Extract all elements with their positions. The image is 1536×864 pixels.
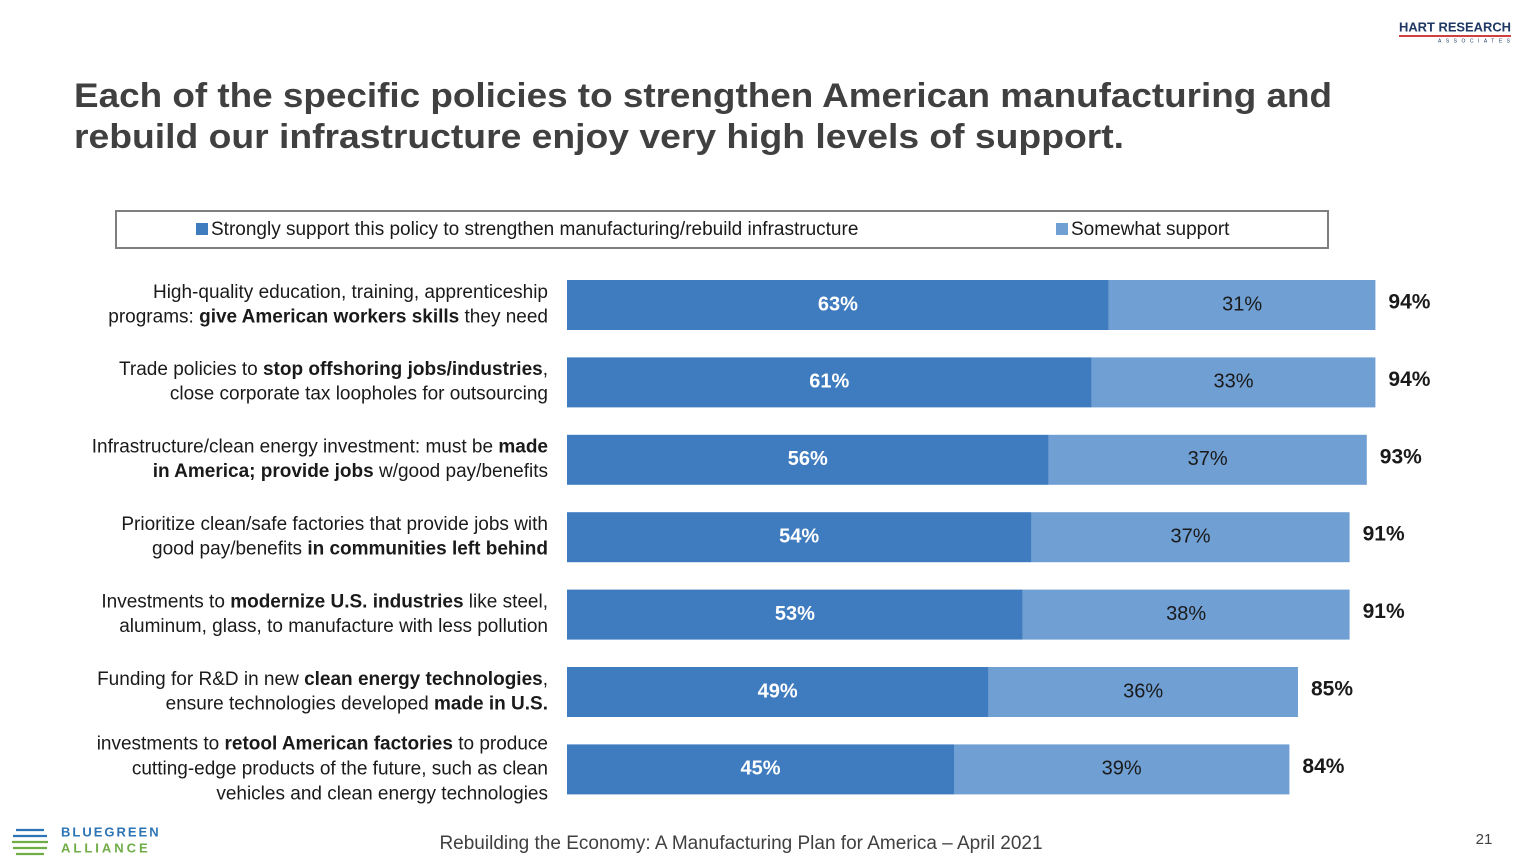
category-text: to produce bbox=[453, 733, 548, 754]
value-label: 54% bbox=[779, 525, 819, 547]
bar-segment bbox=[988, 667, 1298, 717]
category-label: cutting-edge products of the future, suc… bbox=[132, 758, 548, 779]
category-label: High-quality education, training, appren… bbox=[153, 282, 548, 303]
value-label: 61% bbox=[809, 371, 849, 393]
logo-top-sub: ASSOCIATES bbox=[1438, 38, 1511, 44]
category-label: close corporate tax loopholes for outsou… bbox=[170, 384, 548, 405]
category-text: they need bbox=[459, 306, 548, 327]
category-label: good pay/benefits in communities left be… bbox=[152, 538, 548, 559]
category-text: aluminum, glass, to manufacture with les… bbox=[119, 616, 548, 637]
category-text: investments to bbox=[97, 733, 225, 754]
logo-bottom: BLUEGREEN ALLIANCE bbox=[12, 824, 161, 855]
bar-segment bbox=[1108, 280, 1376, 330]
category-text: good pay/benefits bbox=[152, 538, 307, 559]
total-label: 94% bbox=[1388, 291, 1430, 314]
bar-segment bbox=[954, 744, 1290, 795]
legend-swatch bbox=[196, 223, 208, 235]
page-number: 21 bbox=[1476, 831, 1493, 848]
category-text: stop offshoring jobs/industries bbox=[263, 359, 543, 380]
bar-segment bbox=[1031, 512, 1350, 563]
category-text: vehicles and clean energy technologies bbox=[216, 783, 548, 804]
category-text: retool American factories bbox=[224, 733, 452, 754]
category-text: , bbox=[543, 359, 548, 380]
category-text: clean energy technologies bbox=[304, 669, 543, 690]
total-label: 91% bbox=[1363, 523, 1405, 546]
category-label: Investments to modernize U.S. industries… bbox=[101, 591, 548, 612]
bar-segment bbox=[567, 357, 1092, 408]
bar-segment bbox=[1048, 434, 1367, 485]
category-label: in America; provide jobs w/good pay/bene… bbox=[153, 461, 548, 482]
category-text: made in U.S. bbox=[434, 693, 548, 714]
legend-swatch bbox=[1056, 223, 1068, 235]
category-label: Infrastructure/clean energy investment: … bbox=[92, 437, 548, 458]
logo-bottom-name: BLUEGREEN bbox=[61, 824, 161, 839]
value-label: 63% bbox=[818, 293, 858, 315]
value-label: 45% bbox=[740, 758, 780, 780]
category-text: in communities left behind bbox=[307, 538, 548, 559]
category-label: Funding for R&D in new clean energy tech… bbox=[97, 669, 548, 690]
value-label: 37% bbox=[1170, 525, 1210, 547]
value-label: 37% bbox=[1188, 448, 1228, 470]
legend-label: Strongly support this policy to strength… bbox=[211, 219, 858, 240]
category-text: Prioritize clean/safe factories that pro… bbox=[121, 514, 548, 535]
total-label: 84% bbox=[1302, 755, 1344, 778]
category-text: Trade policies to bbox=[119, 359, 263, 380]
footer: Rebuilding the Economy: A Manufacturing … bbox=[439, 833, 1042, 854]
category-text: Investments to bbox=[101, 591, 230, 612]
category-label: programs: give American workers skills t… bbox=[108, 306, 548, 327]
total-label: 93% bbox=[1380, 445, 1422, 468]
value-label: 33% bbox=[1213, 371, 1253, 393]
category-label: investments to retool American factories… bbox=[97, 733, 548, 754]
category-text: like steel, bbox=[464, 591, 548, 612]
bar-segment bbox=[567, 589, 1023, 640]
value-label: 49% bbox=[758, 680, 798, 702]
bar-segment bbox=[1022, 589, 1350, 640]
category-text: in America; provide jobs bbox=[153, 461, 374, 482]
category-text: made bbox=[498, 437, 548, 458]
logo-bottom-sub: ALLIANCE bbox=[61, 840, 151, 855]
category-label: aluminum, glass, to manufacture with les… bbox=[119, 616, 548, 637]
category-label: vehicles and clean energy technologies bbox=[216, 783, 548, 804]
category-text: Funding for R&D in new bbox=[97, 669, 304, 690]
total-label: 94% bbox=[1388, 368, 1430, 391]
category-text: ensure technologies developed bbox=[166, 693, 434, 714]
category-text: w/good pay/benefits bbox=[374, 461, 548, 482]
bar-segment bbox=[567, 744, 954, 795]
bar-segment bbox=[1091, 357, 1376, 408]
category-label: Trade policies to stop offshoring jobs/i… bbox=[119, 359, 548, 380]
total-label: 85% bbox=[1311, 678, 1353, 701]
value-label: 38% bbox=[1166, 603, 1206, 625]
value-label: 31% bbox=[1222, 293, 1262, 315]
value-label: 36% bbox=[1123, 680, 1163, 702]
category-label: Prioritize clean/safe factories that pro… bbox=[121, 514, 548, 535]
value-label: 39% bbox=[1102, 758, 1142, 780]
bar-segment bbox=[567, 667, 989, 717]
title-line: rebuild our infrastructure enjoy very hi… bbox=[74, 118, 1124, 156]
bar-segment bbox=[567, 434, 1049, 485]
total-label: 91% bbox=[1363, 600, 1405, 623]
category-text: cutting-edge products of the future, suc… bbox=[132, 758, 548, 779]
category-label: ensure technologies developed made in U.… bbox=[166, 693, 548, 714]
category-text: modernize U.S. industries bbox=[230, 591, 463, 612]
bar-segment bbox=[567, 280, 1109, 330]
category-text: programs: bbox=[108, 306, 199, 327]
legend-box bbox=[115, 210, 1329, 249]
title-line: Each of the specific policies to strengt… bbox=[74, 77, 1332, 115]
category-text: close corporate tax loopholes for outsou… bbox=[170, 384, 548, 405]
category-text: Infrastructure/clean energy investment: … bbox=[92, 437, 499, 458]
value-label: 53% bbox=[775, 603, 815, 625]
category-text: give American workers skills bbox=[199, 306, 459, 327]
logo-top: HART RESEARCH bbox=[1399, 19, 1511, 34]
category-text: High-quality education, training, appren… bbox=[153, 282, 548, 303]
category-text: , bbox=[543, 669, 548, 690]
bar-segment bbox=[567, 512, 1032, 563]
value-label: 56% bbox=[788, 448, 828, 470]
legend-label: Somewhat support bbox=[1071, 219, 1230, 240]
